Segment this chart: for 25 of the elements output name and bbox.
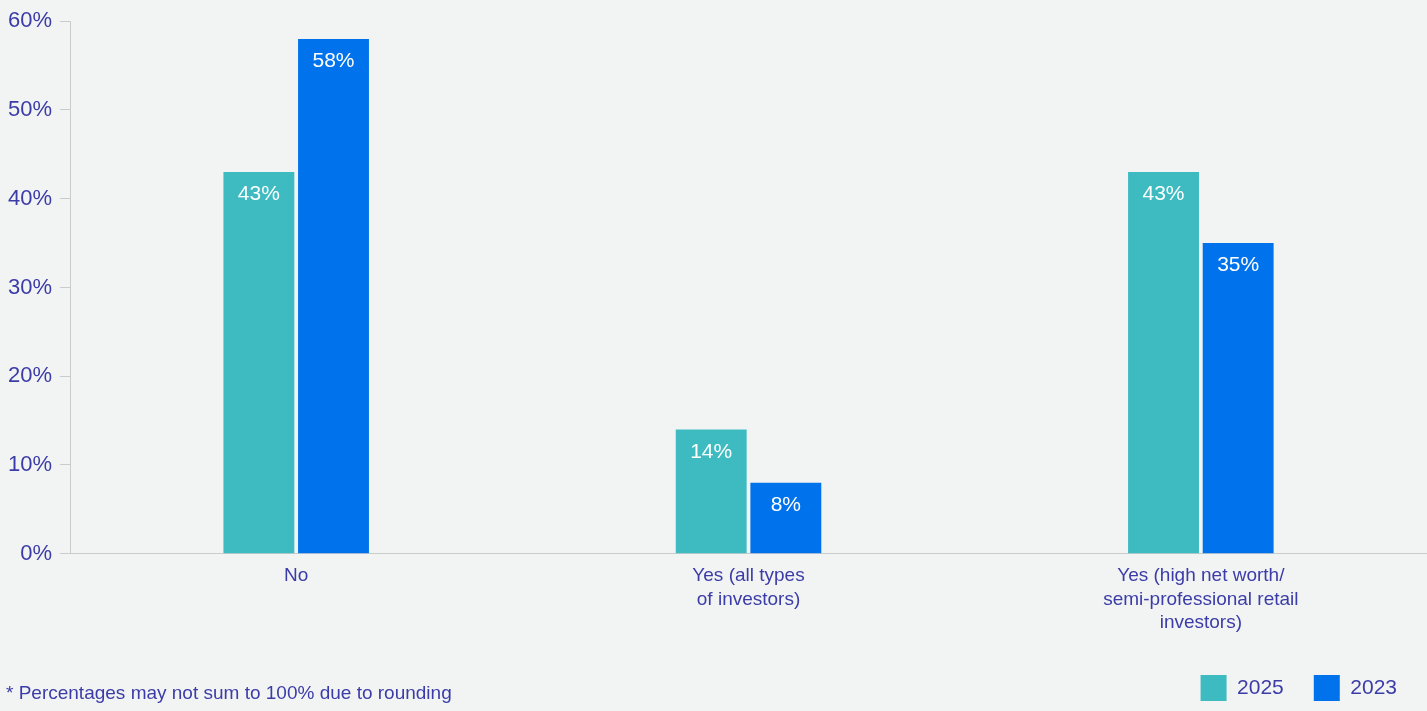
text: * Percentages may not sum to 100% due to rounding [6,682,452,704]
y-tick-label: 60% [7,7,53,33]
legend-label: 2025 [1237,674,1284,698]
x-tick-label: Yes (high net worth/ semi-professional retail investors) [1103,563,1299,633]
data-label: 58% [312,48,355,72]
y-tick-label: 10% [7,451,53,477]
x-tick-label: No [284,563,309,585]
bar [1128,172,1199,554]
legend-label: 2023 [1350,674,1397,698]
y-tick-label: 30% [7,273,53,299]
x-tick-label: Yes (all types of investors) [692,563,805,609]
bar [750,482,822,554]
data-label: 8% [770,492,802,516]
data-label: 14% [690,438,733,462]
bar [675,429,747,554]
data-label: 35% [1217,252,1260,276]
bar [298,38,369,554]
bar [223,172,295,554]
data-label: 43% [237,181,280,205]
data-label: 43% [1142,181,1185,205]
bar [1202,243,1274,554]
y-tick-label: 0% [20,539,53,565]
y-tick-label: 40% [7,184,53,210]
y-tick-label: 50% [7,96,53,122]
y-tick-label: 20% [7,362,53,388]
